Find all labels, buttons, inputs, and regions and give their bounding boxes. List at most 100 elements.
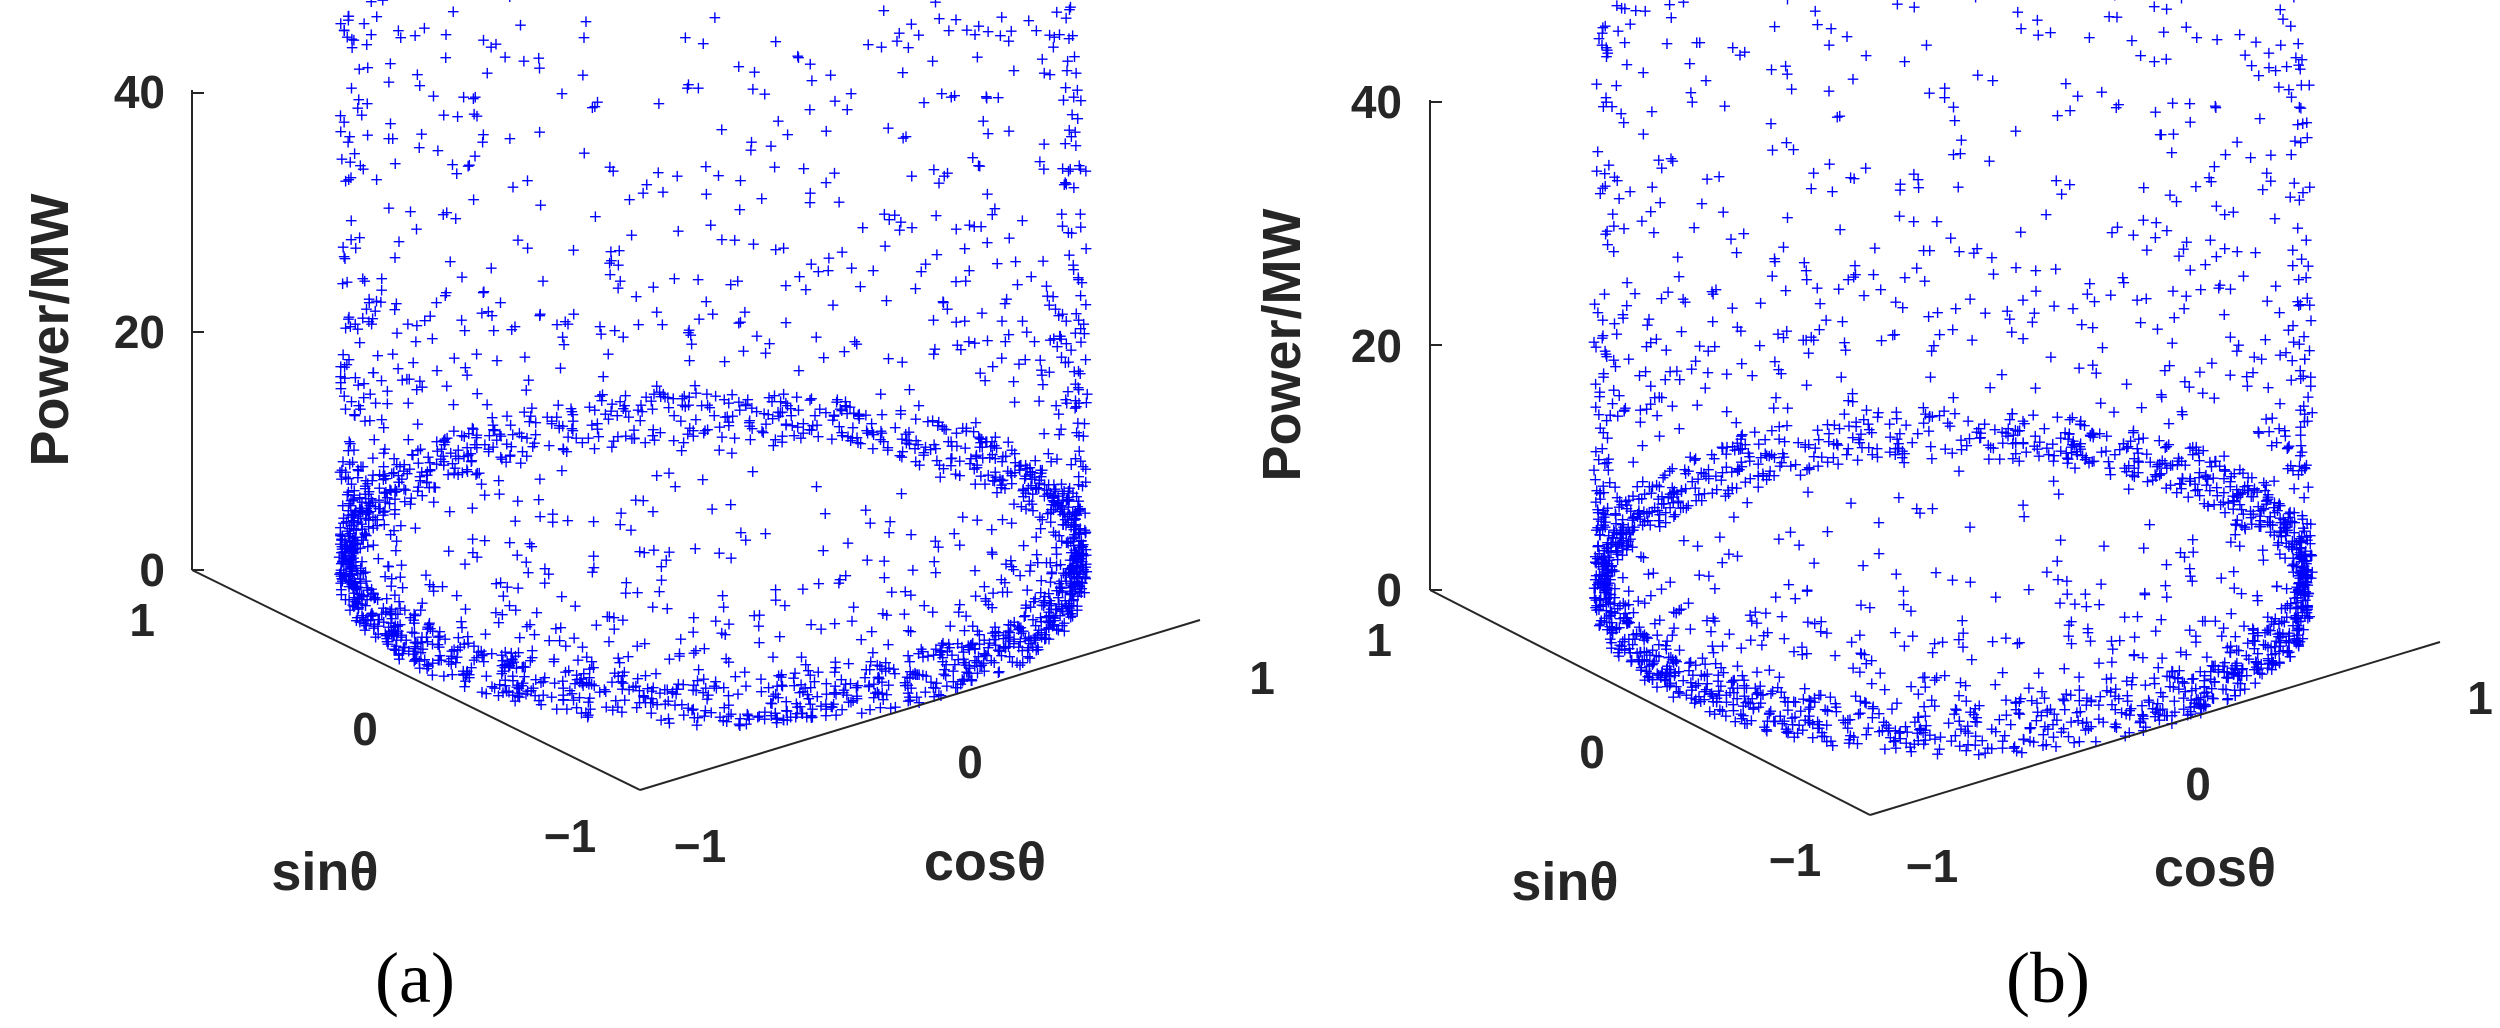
- chart-b-point: +: [1645, 102, 1659, 122]
- chart-a-point: +: [740, 704, 754, 724]
- chart-a-point: +: [367, 430, 381, 450]
- chart-b-point: +: [1925, 449, 1939, 469]
- chart-b-point: +: [2174, 642, 2188, 662]
- chart-a-point: +: [1058, 353, 1072, 373]
- chart-a-point: +: [579, 12, 593, 32]
- chart-a-point: +: [667, 406, 681, 426]
- chart-b-point: +: [1636, 63, 1650, 83]
- chart-a-point: +: [393, 457, 407, 477]
- chart-a-point: +: [718, 407, 732, 427]
- chart-a-point: +: [877, 568, 891, 588]
- chart-b-point: +: [1972, 419, 1986, 439]
- chart-b-point: +: [1859, 46, 1873, 66]
- chart-a-point: +: [925, 51, 939, 71]
- chart-a-point: +: [862, 677, 876, 697]
- chart-a-point: +: [378, 501, 392, 521]
- chart-b-point: +: [2234, 584, 2248, 604]
- chart-b-point: +: [2236, 266, 2250, 286]
- chart-a-point: +: [448, 459, 462, 479]
- chart-b-point: +: [1951, 178, 1965, 198]
- chart-a-point: +: [1006, 372, 1020, 392]
- chart-b-point: +: [1925, 499, 1939, 519]
- chart-b-point: +: [1807, 553, 1821, 573]
- chart-a-point: +: [1071, 536, 1085, 556]
- chart-a-point: +: [746, 235, 760, 255]
- chart-a-y-tick-1: 1: [129, 594, 155, 646]
- chart-b-point: +: [1929, 563, 1943, 583]
- chart-b-point: +: [2248, 243, 2262, 263]
- chart-b-point: +: [1753, 677, 1767, 697]
- chart-b-point: +: [1844, 494, 1858, 514]
- chart-a-point: +: [747, 62, 761, 82]
- chart-a-point: +: [912, 665, 926, 685]
- chart-b-point: +: [2198, 612, 2212, 632]
- chart-a-point: +: [344, 211, 358, 231]
- chart-b-point: +: [2081, 623, 2095, 643]
- chart-b-point: +: [2159, 555, 2173, 575]
- chart-a-point: +: [348, 592, 362, 612]
- chart-a-point: +: [364, 489, 378, 509]
- chart-a-point: +: [771, 666, 785, 686]
- chart-a-point: +: [926, 311, 940, 331]
- chart-a-point: +: [792, 267, 806, 287]
- chart-b-point: +: [1665, 459, 1679, 479]
- chart-a-point: +: [392, 232, 406, 252]
- chart-a-point: +: [850, 689, 864, 709]
- chart-a-point: +: [899, 127, 913, 147]
- chart-a-point: +: [947, 524, 961, 544]
- chart-b-point: +: [1623, 182, 1637, 202]
- chart-a-point: +: [1073, 576, 1087, 596]
- chart-b-point: +: [2301, 478, 2315, 498]
- chart-a-point: +: [936, 293, 950, 313]
- chart-a-point: +: [458, 555, 472, 575]
- chart-a-point: +: [619, 584, 633, 604]
- chart-a-point: +: [705, 500, 719, 520]
- chart-b-point: +: [1896, 582, 1910, 602]
- chart-b-point: +: [2244, 56, 2258, 76]
- chart-b-point: +: [1692, 565, 1706, 585]
- chart-a-point: +: [410, 65, 424, 85]
- chart-b-point: +: [2130, 607, 2144, 627]
- chart-b-point: +: [1874, 331, 1888, 351]
- chart-b-point: +: [2027, 304, 2041, 324]
- chart-b-point: +: [2094, 574, 2108, 594]
- chart-b-point: +: [2175, 405, 2189, 425]
- chart-a-point: +: [688, 539, 702, 559]
- chart-b-point: +: [1695, 194, 1709, 214]
- chart-b-point: +: [1801, 344, 1815, 364]
- chart-a-point: +: [1050, 600, 1064, 620]
- chart-a-point: +: [492, 471, 506, 491]
- chart-b-point: +: [2009, 121, 2023, 141]
- chart-b-point: +: [1844, 633, 1858, 653]
- chart-b-point: +: [1859, 401, 1873, 421]
- chart-b-point: +: [2107, 403, 2121, 423]
- chart-a-point: +: [978, 371, 992, 391]
- chart-b-point: +: [1911, 178, 1925, 198]
- chart-a-point: +: [1076, 558, 1090, 578]
- chart-b-point: +: [1730, 547, 1744, 567]
- chart-b-point: +: [1701, 460, 1715, 480]
- chart-a-point: +: [586, 546, 600, 566]
- chart-a-point: +: [712, 441, 726, 461]
- chart-a-point: +: [771, 688, 785, 708]
- chart-b-point: +: [2249, 653, 2263, 673]
- chart-b-point: +: [1767, 398, 1781, 418]
- chart-b-point: +: [2043, 23, 2057, 43]
- chart-b-point: +: [1730, 462, 1744, 482]
- chart-b-point: +: [1859, 654, 1873, 674]
- chart-b-point: +: [2049, 260, 2063, 280]
- chart-a-point: +: [337, 113, 351, 133]
- chart-a-x-tick-neg1: −1: [674, 820, 726, 872]
- chart-a-point: +: [699, 185, 713, 205]
- chart-a-point: +: [1055, 205, 1069, 225]
- chart-a-point: +: [469, 345, 483, 365]
- chart-a-point: +: [1051, 487, 1065, 507]
- chart-a-point: +: [567, 628, 581, 648]
- chart-a-point: +: [500, 578, 514, 598]
- chart-b-point: +: [2014, 223, 2028, 243]
- chart-b-point: +: [2054, 185, 2068, 205]
- chart-b-point: +: [2094, 393, 2108, 413]
- chart-b-point: +: [1606, 204, 1620, 224]
- chart-b-point: +: [1753, 336, 1767, 356]
- chart-b-point: +: [1820, 522, 1834, 542]
